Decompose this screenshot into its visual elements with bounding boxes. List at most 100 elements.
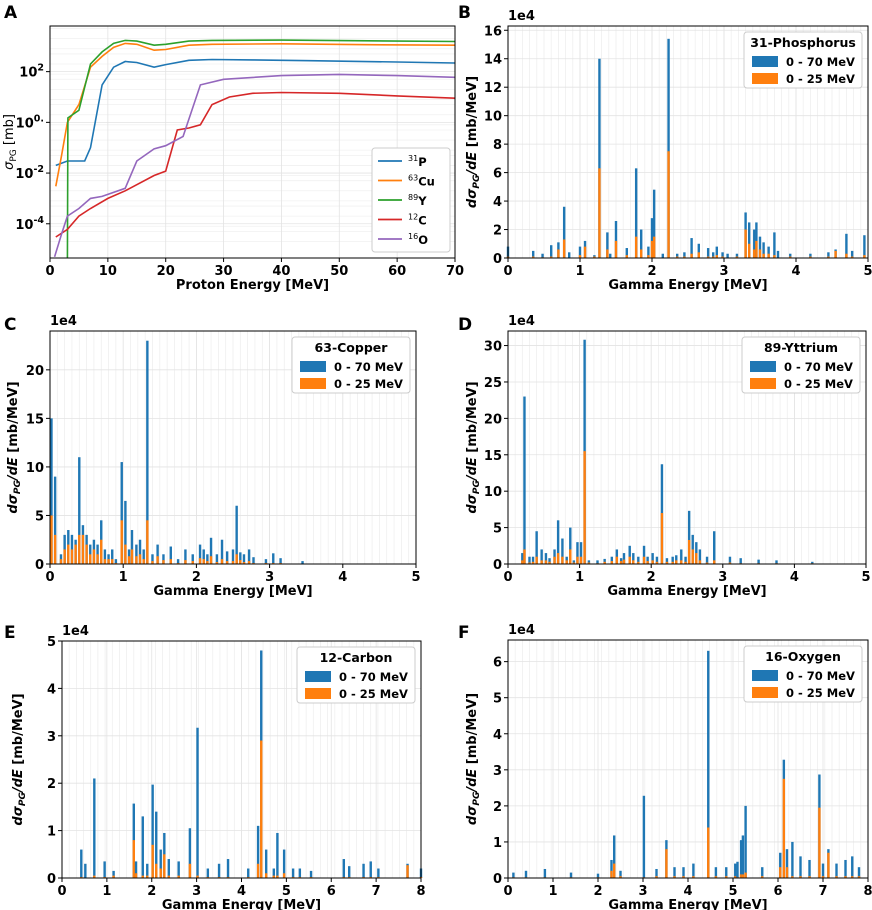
x-tick-label: 1 [102, 884, 111, 899]
bar-70 [661, 253, 664, 258]
bar-70 [96, 544, 99, 564]
bar-70 [532, 250, 535, 258]
bar-25 [579, 556, 583, 564]
legend-sym: Y [417, 194, 427, 208]
bar-70 [217, 863, 221, 878]
bar-25 [673, 876, 676, 878]
x-tick-label: 7 [372, 884, 381, 899]
bar-70 [850, 250, 854, 258]
bar-70 [103, 861, 106, 878]
legend-sym: Cu [418, 175, 435, 189]
bar-70 [667, 38, 670, 258]
bar-70 [775, 560, 778, 564]
bar-25 [112, 875, 115, 878]
panel-C: 0 1 2 3 4 5 0 5 10 15 20 1e4 Gamma Energy [MeV] dσPG/… [4, 314, 421, 599]
bar-70 [206, 554, 209, 564]
bar-25 [845, 253, 848, 258]
bar-70 [622, 553, 626, 564]
bar-25 [220, 559, 224, 564]
bar-70 [362, 863, 365, 878]
bar-70 [209, 537, 213, 564]
bar-70 [276, 832, 279, 878]
bar-70 [827, 252, 830, 258]
x-tick-label: 2 [593, 884, 602, 899]
panel-E: 0 1 2 3 4 5 6 7 8 0 1 2 3 4 5 1e4 Gamma Energy [MeV] dσPG… [4, 623, 426, 910]
y-label-sub: PG [9, 149, 19, 161]
bar-70 [748, 222, 751, 258]
bar-70 [844, 859, 847, 878]
bar-70 [114, 559, 118, 564]
bar-70 [811, 561, 814, 564]
bar-25 [593, 256, 596, 258]
bar-25 [103, 559, 107, 564]
panel-letter: C [4, 315, 16, 335]
bar-70 [845, 233, 848, 258]
bar-25 [655, 876, 658, 878]
bar-70 [369, 861, 372, 878]
x-tick-label: 4 [790, 570, 799, 585]
legend-box [371, 147, 451, 253]
bar-25 [50, 515, 53, 564]
bar-70 [707, 650, 710, 878]
x-tick-label: 7 [818, 884, 827, 899]
bar-70 [809, 253, 812, 258]
bar-70 [673, 867, 676, 878]
bar-25 [690, 253, 693, 258]
bar-70 [739, 558, 742, 564]
bar-70 [159, 849, 162, 878]
bar-70 [291, 868, 295, 878]
y-axis-label: dσPG/dE [mb/MeV] [465, 693, 482, 825]
bar-70 [676, 253, 679, 258]
bar-70 [169, 546, 172, 564]
bar-25 [665, 849, 668, 878]
bar-70 [736, 861, 739, 878]
y-tick-base: 10 [15, 167, 33, 182]
bar-25 [156, 556, 159, 564]
bar-70 [120, 462, 123, 564]
bar-70 [198, 544, 202, 564]
bar-25 [276, 875, 279, 878]
bar-25 [614, 240, 618, 258]
bar-70 [628, 545, 631, 564]
legend-sup: 63 [408, 174, 418, 183]
bar-25 [196, 875, 199, 878]
y-axis-label: dσPG/dE [mb/MeV] [11, 693, 28, 825]
bar-25 [85, 544, 88, 564]
bar-25 [735, 256, 739, 258]
legend-label: 0 - 70 MeV [786, 669, 855, 683]
legend-swatch [752, 670, 778, 681]
bar-70 [682, 867, 685, 878]
y-tick-exponent: -2 [33, 164, 44, 175]
bar-25 [572, 562, 576, 564]
y-tick-exponent: 2 [37, 63, 44, 74]
y-tick-base: 10 [19, 66, 37, 81]
y-label-unit: [mb/MeV] [11, 693, 26, 769]
bar-70 [80, 849, 83, 878]
bar-70 [50, 418, 53, 564]
legend-label: 0 - 70 MeV [334, 360, 403, 374]
bar-70 [225, 551, 229, 564]
panel-D: 0 1 2 3 4 5 0 5 10 15 20 25 30 1e4 Gamma Energy [MeV] d… [458, 314, 871, 599]
y-axis-label: σPG [mb] [2, 114, 19, 170]
bar-25 [191, 561, 194, 564]
y-tick-label: 0 [47, 872, 56, 887]
bar-25 [857, 876, 861, 878]
bar-25 [684, 561, 687, 564]
bar-25 [96, 554, 99, 564]
bar-70 [789, 253, 792, 258]
bar-70 [242, 554, 246, 564]
bar-25 [619, 561, 623, 564]
bar-70 [773, 232, 776, 258]
bar-25 [132, 840, 135, 878]
bar-25 [652, 236, 656, 258]
bar-70 [739, 840, 743, 878]
bar-25 [651, 560, 654, 564]
bar-25 [603, 561, 606, 564]
x-tick-label: 2 [147, 884, 156, 899]
bar-25 [640, 249, 643, 258]
bar-70 [741, 835, 745, 878]
bar-70 [279, 558, 282, 564]
bar-70 [220, 539, 224, 564]
bar-70 [692, 863, 695, 878]
bar-25 [755, 240, 758, 258]
